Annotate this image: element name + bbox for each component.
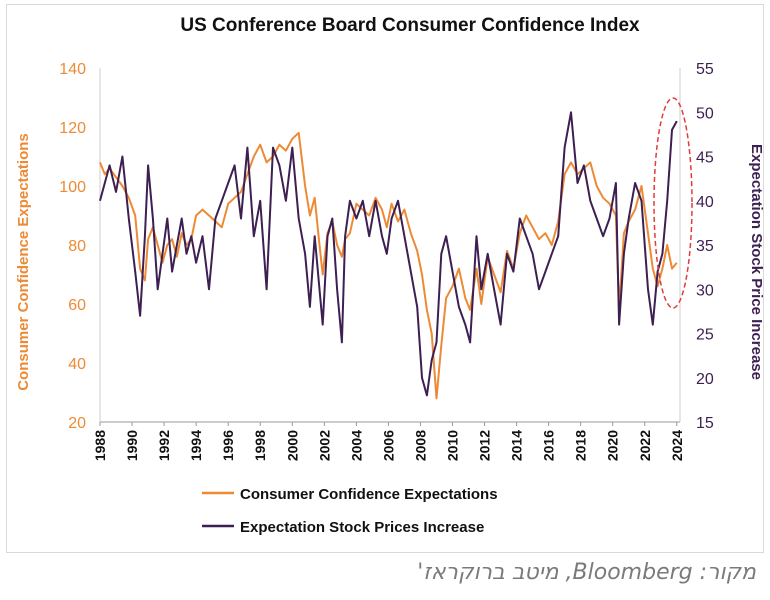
x-tick-label: 1992 bbox=[156, 430, 172, 461]
legend-label-stocks: Expectation Stock Prices Increase bbox=[240, 519, 484, 536]
left-axis-ticks: 20 40 60 80 100 120 140 bbox=[59, 61, 86, 432]
x-tick-label: 1990 bbox=[124, 430, 140, 461]
right-tick-label: 40 bbox=[696, 194, 714, 211]
series-layer bbox=[99, 111, 678, 400]
legend-label-expectations: Consumer Confidence Expectations bbox=[240, 486, 498, 503]
x-tick-label: 2010 bbox=[444, 430, 460, 461]
x-tick-label: 1988 bbox=[92, 430, 108, 461]
x-tick-label: 2008 bbox=[412, 430, 428, 461]
right-tick-label: 25 bbox=[696, 327, 714, 344]
chart: US Conference Board Consumer Confidence … bbox=[15, 15, 765, 536]
right-tick-label: 15 bbox=[696, 415, 714, 432]
x-tick-label: 2004 bbox=[348, 430, 364, 461]
x-tick-label: 2018 bbox=[573, 430, 589, 461]
x-tick-label: 2006 bbox=[380, 430, 396, 461]
x-tick-label: 1998 bbox=[252, 430, 268, 461]
left-tick-label: 80 bbox=[68, 238, 86, 255]
left-tick-label: 20 bbox=[68, 415, 86, 432]
source-caption: מקור: Bloomberg, מיטב ברוקראז' bbox=[417, 560, 756, 585]
x-tick-label: 2002 bbox=[316, 430, 332, 461]
right-tick-label: 35 bbox=[696, 238, 714, 255]
x-tick-label: 1994 bbox=[188, 430, 204, 461]
x-tick-label: 2020 bbox=[605, 430, 621, 461]
x-tick-label: 2014 bbox=[509, 430, 525, 461]
left-tick-label: 120 bbox=[59, 120, 86, 137]
left-tick-label: 60 bbox=[68, 297, 86, 314]
x-tick-label: 2012 bbox=[477, 430, 493, 461]
right-tick-label: 20 bbox=[696, 371, 714, 388]
x-tick-label: 1996 bbox=[220, 430, 236, 461]
left-tick-label: 40 bbox=[68, 356, 86, 373]
left-tick-label: 140 bbox=[59, 61, 86, 78]
chart-title: US Conference Board Consumer Confidence … bbox=[180, 15, 640, 36]
left-tick-label: 100 bbox=[59, 179, 86, 196]
x-axis-ticks: 1988 1990 1992 1994 1996 1998 2000 2002 2004 2006… bbox=[92, 422, 685, 461]
chart-frame bbox=[6, 4, 764, 553]
right-tick-label: 30 bbox=[696, 282, 714, 299]
left-axis-title: Consumer Confidence Expectations bbox=[15, 133, 32, 391]
x-tick-label: 2000 bbox=[284, 430, 300, 461]
x-tick-label: 2016 bbox=[541, 430, 557, 461]
legend: Consumer Confidence Expectations Expecta… bbox=[202, 486, 498, 536]
right-tick-label: 55 bbox=[696, 61, 714, 78]
highlight-ellipse bbox=[653, 97, 693, 309]
series-line-expectations bbox=[99, 131, 678, 400]
right-tick-label: 45 bbox=[696, 150, 714, 167]
right-axis-title: Expectation Stock Price Increase bbox=[748, 144, 765, 380]
right-axis-ticks: 15 20 25 30 35 40 45 50 55 bbox=[696, 61, 714, 432]
x-tick-label: 2024 bbox=[669, 430, 685, 461]
series-line-stock-prices bbox=[99, 111, 678, 397]
right-tick-label: 50 bbox=[696, 105, 714, 122]
x-tick-label: 2022 bbox=[637, 430, 653, 461]
